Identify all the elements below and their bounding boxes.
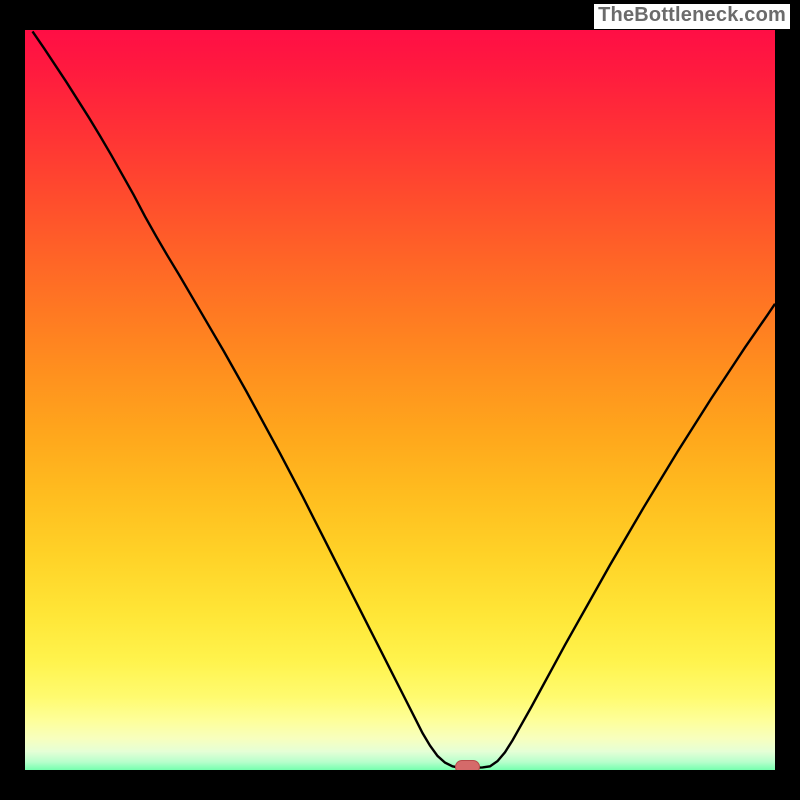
watermark-text: TheBottleneck.com <box>594 4 790 29</box>
dip-marker <box>455 760 480 770</box>
plot-area <box>25 30 775 770</box>
bottleneck-curve <box>25 30 775 770</box>
outer-frame: TheBottleneck.com <box>0 0 800 800</box>
